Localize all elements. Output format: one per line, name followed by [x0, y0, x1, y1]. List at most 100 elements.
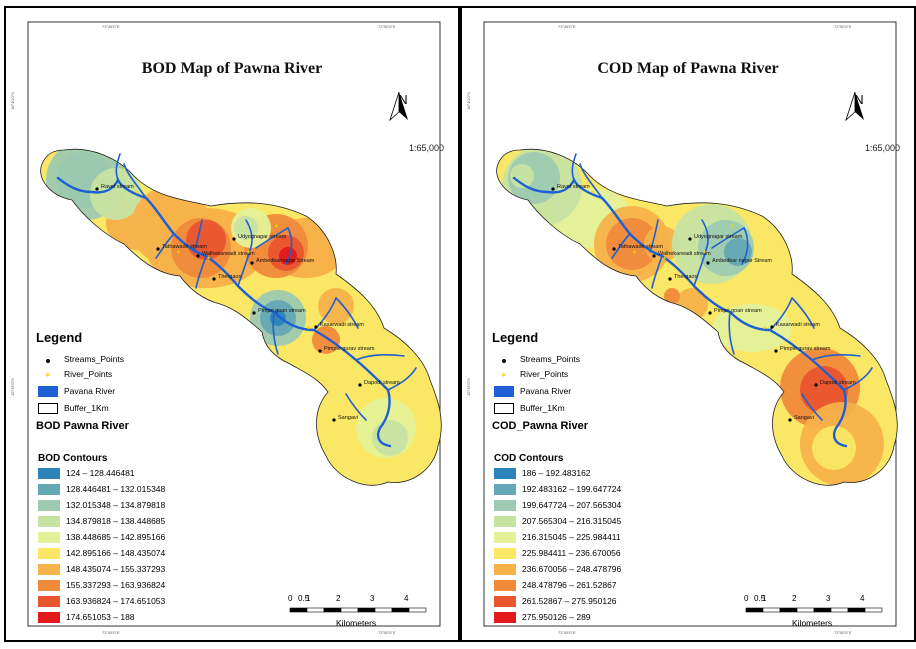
stream-line [272, 311, 279, 355]
contour-swatch [494, 548, 516, 560]
contour-zone [812, 426, 856, 470]
stream-label: Pimpri goan stream [258, 308, 306, 314]
stream-label: Udyognagar stream [238, 234, 287, 240]
stream-label: Walhekarwadi stream [658, 251, 711, 257]
stream-line [811, 354, 861, 361]
stream-label: Udyognagar stream [694, 234, 743, 240]
streams-point-icon [38, 354, 58, 365]
river-swatch-icon [494, 386, 514, 398]
scale-bar [289, 607, 427, 613]
contour-swatch [494, 564, 516, 576]
stream-line [115, 153, 121, 181]
contour-zone [279, 247, 297, 265]
contour-layer [40, 149, 442, 486]
stream-line [649, 219, 659, 253]
contour-class-label: 142.895166 – 148.435074 [66, 548, 166, 558]
contour-zone [606, 218, 658, 270]
stream-label: Walhekarwadi stream [202, 251, 255, 257]
coord-top-left: 73°45'0"E [558, 24, 576, 29]
stream-line [791, 297, 815, 329]
contour-class-label: 216.315045 – 225.984411 [522, 532, 621, 542]
stream-point [652, 254, 656, 258]
stream-line [651, 255, 663, 289]
contour-swatch [494, 500, 516, 512]
contour-class-label: 261.52867 – 275.950126 [522, 596, 617, 606]
contour-class-row: 138.448685 – 142.895166 [38, 530, 165, 544]
stream-point [332, 418, 336, 422]
contour-class-row: 225.984411 – 236.670056 [494, 546, 621, 560]
contour-zone [664, 288, 680, 304]
stream-label: Ambedkar nagar Stream [712, 258, 772, 264]
river-point: ✶ [702, 249, 707, 256]
legend-item: Pavana River [38, 385, 115, 398]
river-point: ✶ [246, 249, 251, 256]
scale-tick-label: 0.5 [298, 594, 310, 603]
bod-map-panel: Ravet stream Tathawade stream Walhekarwadi… [4, 6, 460, 642]
contour-zone [90, 168, 142, 220]
legend-item-label: River_Points [520, 369, 569, 379]
coord-left-bottom: 18°35'0"N [466, 378, 471, 396]
stream-point [156, 247, 160, 251]
scale-tick-label: 1 [306, 594, 311, 603]
streams-point-icon [494, 354, 514, 365]
stream-line [801, 393, 823, 421]
contour-class-row: 192.483162 – 199.647724 [494, 482, 621, 496]
stream-point [814, 383, 818, 387]
river-point-icon: ✶ [44, 370, 52, 381]
stream-point [250, 261, 254, 265]
legend-item: Pavana River [494, 385, 571, 398]
buffer-swatch-icon [38, 403, 58, 415]
buffer-swatch-icon [494, 403, 514, 415]
contour-class-label: 138.448685 – 142.895166 [66, 532, 166, 542]
stream-line [237, 249, 251, 287]
north-arrow-glyph [389, 92, 408, 122]
map-title: BOD Map of Pawna River [141, 60, 323, 77]
stream-label: Sangavi [794, 415, 814, 421]
coord-left-top: 18°40'0"N [10, 92, 15, 110]
stream-label: Ravet stream [557, 184, 590, 190]
contour-swatch [38, 596, 60, 608]
stream-line [741, 227, 749, 265]
river-point: ✶ [206, 255, 211, 262]
legend-item-label: River_Points [64, 369, 113, 379]
stream-point [318, 349, 322, 353]
stream-point [612, 247, 616, 251]
coord-bottom-right: 73°50'0"E [378, 630, 396, 635]
contour-class-label: 225.984411 – 236.670056 [522, 548, 621, 558]
scale-tick-label: 2 [336, 594, 341, 603]
legend-item: Buffer_1Km [494, 402, 565, 415]
contour-swatch [38, 548, 60, 560]
contour-class-row: 134.879818 – 138.448685 [38, 514, 165, 528]
stream-label: Thergaon [674, 274, 698, 280]
stream-label: Tathawade stream [162, 244, 207, 250]
contour-class-row: 216.315045 – 225.984411 [494, 530, 621, 544]
stream-label: Dapodi stream [364, 380, 400, 386]
map-title: COD Map of Pawna River [597, 60, 779, 77]
stream-line [571, 153, 577, 181]
scale-tick-label: 0 [288, 594, 293, 603]
legend-item: Buffer_1Km [38, 402, 109, 415]
contours-title: BOD Contours [38, 453, 108, 464]
legend-item-label: Streams_Points [520, 354, 580, 364]
river-point: ✶ [632, 249, 637, 256]
contour-swatch [38, 500, 60, 512]
stream-line [693, 249, 707, 287]
stream-point [252, 311, 256, 315]
coord-top-right: 73°50'0"E [834, 24, 852, 29]
map-canvas: Ravet stream Tathawade streamWalhekarwadi… [483, 21, 898, 627]
stream-point [688, 237, 692, 241]
stream-line [711, 227, 745, 249]
coord-top-right: 73°50'0"E [378, 24, 396, 29]
contour-class-label: 155.337293 – 163.936824 [66, 580, 166, 590]
scale-ratio: 1:65,000 [864, 143, 900, 153]
scale-tick-label: 2 [792, 594, 797, 603]
stream-line [728, 311, 735, 355]
north-arrow-icon: N [388, 92, 418, 122]
contour-class-row: 163.936824 – 174.651053 [38, 594, 165, 608]
stream-point [668, 277, 672, 281]
stream-label: Sangavi [338, 415, 358, 421]
contour-class-row: 148.435074 – 155.337293 [38, 562, 165, 576]
buffer-outline [496, 148, 898, 486]
stream-label: Kasarwadi stream [320, 322, 364, 328]
scale-bar [745, 607, 883, 613]
